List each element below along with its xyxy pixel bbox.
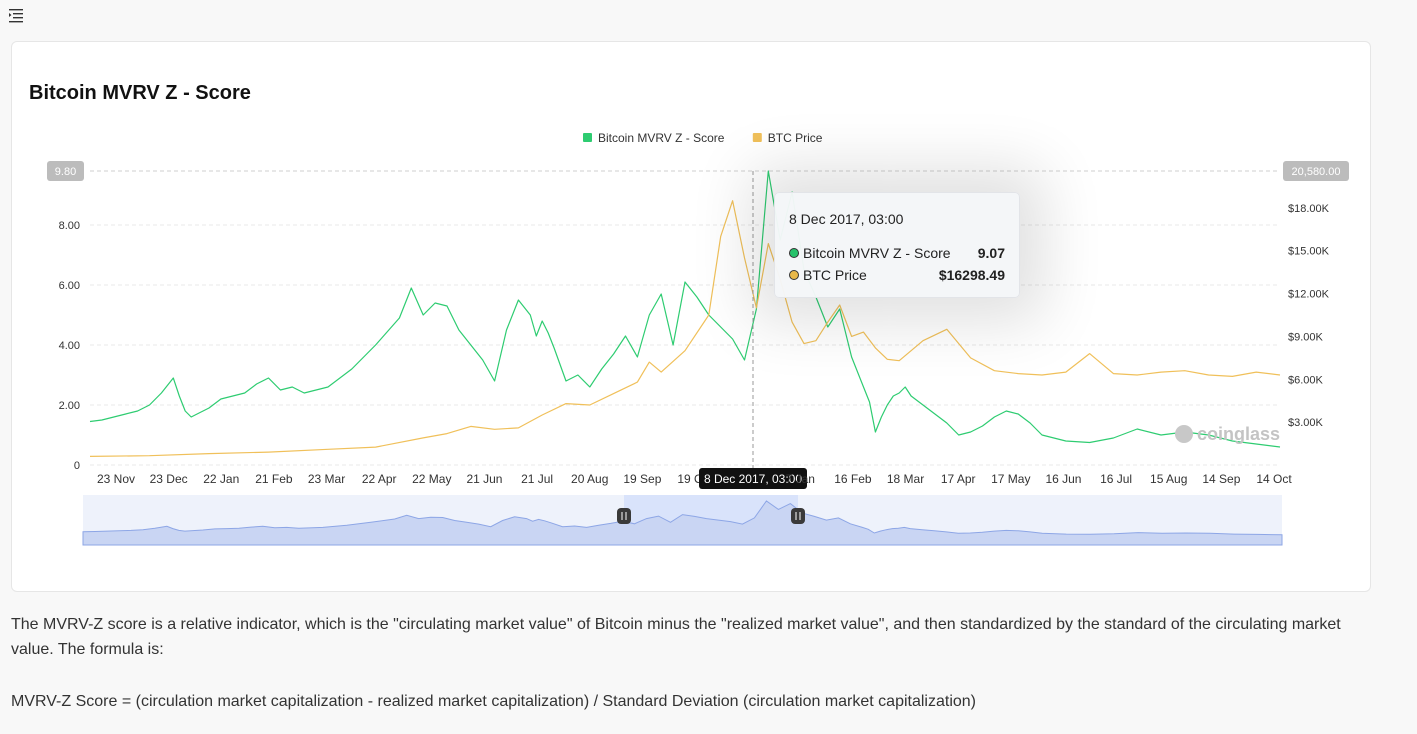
x-tick-12: 8 Dec 2017, 03:00 (704, 472, 802, 486)
tooltip-price-value: $16298.49 (938, 267, 1005, 283)
x-tick-17: 17 May (991, 472, 1030, 486)
series-line-price[interactable] (89, 200, 1281, 457)
y-right-tick-3: $12.00K (1288, 289, 1330, 301)
chart-card: Bitcoin MVRV Z - Score Bitcoin MVRV Z - … (11, 41, 1371, 592)
legend-label-0: Bitcoin MVRV Z - Score (598, 131, 725, 145)
x-tick-9: 20 Aug (571, 472, 608, 486)
legend-swatch-0[interactable] (583, 133, 592, 142)
legend-label-1: BTC Price (768, 131, 823, 145)
chart-tooltip: 8 Dec 2017, 03:00 Bitcoin MVRV Z - Score… (774, 192, 1020, 298)
x-tick-20: 15 Aug (1150, 472, 1187, 486)
x-tick-8: 21 Jul (521, 472, 553, 486)
x-tick-22: 14 Oct (1256, 472, 1292, 486)
x-tick-5: 22 Apr (362, 472, 397, 486)
x-tick-15: 18 Mar (887, 472, 924, 486)
y-right-max-badge (1283, 161, 1349, 181)
watermark-text: coinglass (1197, 424, 1280, 444)
y-right-max-label: 20,580.00 (1292, 166, 1341, 178)
x-tick-7: 21 Jun (466, 472, 502, 486)
x-tick-14: 16 Feb (834, 472, 872, 486)
formula-text: MVRV-Z Score = (circulation market capit… (11, 693, 976, 710)
x-tick-2: 22 Jan (203, 472, 239, 486)
x-tick-21: 14 Sep (1202, 472, 1240, 486)
x-tick-0: 23 Nov (97, 472, 135, 486)
tooltip-row-mvrv: Bitcoin MVRV Z - Score 9.07 (789, 244, 1005, 262)
x-tick-13: 7 Jan (786, 472, 815, 486)
y-right-tick-5: $18.00K (1288, 203, 1330, 215)
y-left-tick-4: 8.00 (59, 220, 80, 232)
x-tick-3: 21 Feb (255, 472, 293, 486)
y-right-tick-1: $6.00K (1288, 374, 1324, 386)
navigator-left-handle[interactable] (617, 508, 631, 524)
y-left-tick-3: 6.00 (59, 280, 80, 292)
x-highlight-badge (699, 468, 807, 489)
x-tick-19: 16 Jul (1100, 472, 1132, 486)
menu-icon[interactable] (8, 6, 26, 24)
y-left-max-badge (47, 161, 84, 181)
x-tick-18: 16 Jun (1045, 472, 1081, 486)
navigator-area (82, 500, 1283, 546)
chart-title: Bitcoin MVRV Z - Score (29, 82, 251, 104)
y-right-tick-4: $15.00K (1288, 246, 1330, 258)
y-right-tick-2: $9.00K (1288, 331, 1324, 343)
legend-swatch-1[interactable] (752, 133, 762, 142)
tooltip-price-name: BTC Price (803, 267, 867, 283)
tooltip-date: 8 Dec 2017, 03:00 (789, 211, 904, 227)
series-line-mvrv[interactable] (89, 170, 1281, 448)
coinglass-logo (1175, 425, 1193, 443)
description-text: The MVRV-Z score is a relative indicator… (11, 616, 1341, 658)
x-tick-6: 22 May (412, 472, 451, 486)
x-tick-4: 23 Mar (308, 472, 345, 486)
y-left-tick-2: 4.00 (59, 340, 80, 352)
mvrv-chart[interactable]: Bitcoin MVRV Z - Score BTC Price 0 2.00 4.00… (12, 42, 1372, 593)
x-tick-16: 17 Apr (941, 472, 976, 486)
mvrv-dot-icon (789, 248, 799, 258)
navigator-right-handle[interactable] (791, 508, 805, 524)
x-tick-10: 19 Sep (623, 472, 661, 486)
y-right-tick-0: $3.00K (1288, 417, 1324, 429)
y-left-tick-1: 2.00 (59, 400, 80, 412)
tooltip-mvrv-name: Bitcoin MVRV Z - Score (803, 245, 951, 261)
y-left-tick-0: 0 (74, 460, 80, 472)
tooltip-mvrv-value: 9.07 (977, 245, 1005, 261)
tooltip-row-price: BTC Price $16298.49 (789, 266, 1005, 284)
price-dot-icon (789, 270, 799, 280)
x-tick-1: 23 Dec (150, 472, 188, 486)
y-left-max-label: 9.80 (55, 166, 76, 178)
